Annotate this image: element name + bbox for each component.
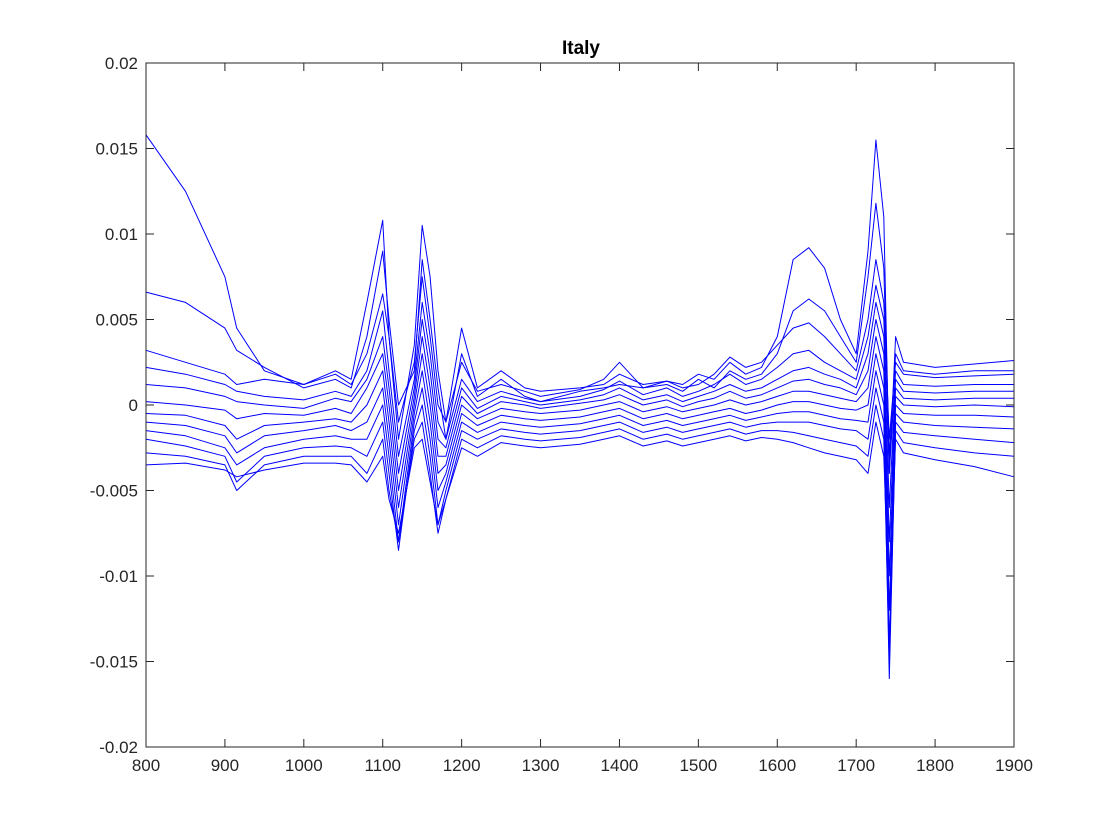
x-tick-label: 1700	[837, 756, 875, 775]
series-line-3	[145, 259, 1015, 440]
x-tick-label: 1900	[995, 756, 1033, 775]
series-line-1	[145, 134, 1015, 474]
x-axis: 800 900 1000 1100 1200 1300 1400 1500 1600 1700 18…	[132, 63, 1033, 775]
y-tick-label: 0.01	[105, 225, 138, 244]
y-tick-label: -0.02	[99, 738, 138, 757]
x-tick-label: 1600	[758, 756, 796, 775]
x-tick-label: 1000	[285, 756, 323, 775]
series-line-5	[145, 301, 1014, 509]
y-tick-label: 0.005	[95, 311, 138, 330]
series-line-4	[145, 284, 1014, 474]
y-tick-label: 0.02	[105, 54, 138, 73]
y-tick-label: 0.015	[95, 140, 138, 159]
x-tick-label: 1500	[679, 756, 717, 775]
x-tick-label: 1400	[601, 756, 639, 775]
series-line-11	[145, 404, 1015, 662]
y-tick-label: -0.005	[90, 482, 138, 501]
y-axis: -0.02 -0.015 -0.01 -0.005 0 0.005 0.01 0.015 0.0…	[90, 54, 1014, 757]
series-line-9	[145, 370, 1015, 645]
series-line-2	[145, 202, 1014, 457]
x-tick-label: 1300	[522, 756, 560, 775]
y-tick-label: -0.015	[90, 653, 138, 672]
series-line-6	[145, 319, 1014, 543]
x-tick-label: 800	[132, 756, 160, 775]
series-line-10	[145, 387, 1015, 680]
series-line-12	[145, 421, 1015, 611]
chart-title: Italy	[562, 38, 600, 59]
series-line-7	[145, 336, 1015, 577]
series-lines	[145, 134, 1015, 680]
y-tick-label: 0	[129, 396, 138, 415]
series-line-8	[145, 353, 1015, 611]
x-tick-label: 1100	[364, 756, 401, 775]
x-tick-label: 900	[211, 756, 239, 775]
x-tick-label: 1200	[443, 756, 481, 775]
x-tick-label: 1800	[916, 756, 954, 775]
y-tick-label: -0.01	[99, 567, 138, 586]
